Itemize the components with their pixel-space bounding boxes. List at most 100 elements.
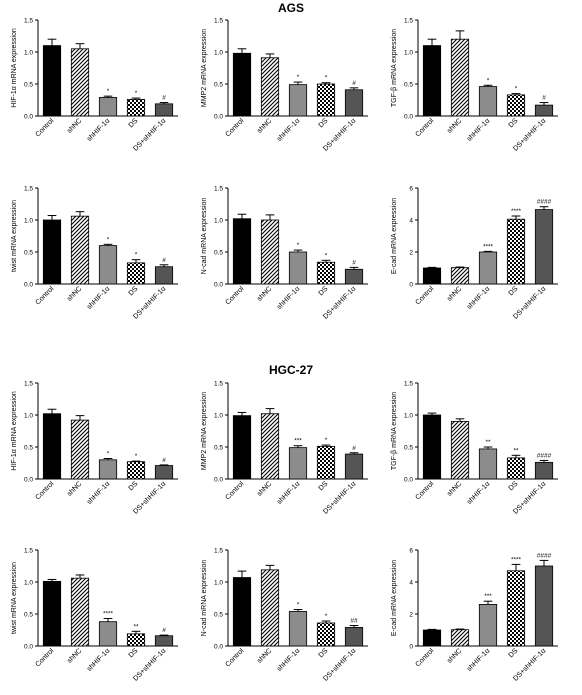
significance-label: # [162,457,166,464]
significance-label: *** [294,438,302,445]
x-category-label: DS [318,117,330,129]
x-category-label: shHIF-1α [86,285,111,310]
bar [42,45,62,117]
x-category-label: DS [508,647,520,659]
bar [344,627,364,647]
y-tick-label: 1.0 [24,412,33,419]
y-tick-label: 1.0 [214,49,223,56]
bar [288,611,308,647]
significance-label: * [135,90,138,97]
significance-label: **** [511,556,522,563]
y-tick-label: 0.0 [404,113,413,120]
section-title-hgc27: HGC-27 [269,363,313,377]
chart-panel-8: 0.0 0.5 1.0 1.5 TGF-β mRNA expression Control… [391,380,558,516]
significance-label: * [515,86,518,93]
bar [450,267,470,285]
y-tick-label: 0 [409,281,413,288]
x-category-label: Control [224,480,245,501]
x-category-label: DS [128,117,140,129]
significance-label: # [352,445,356,452]
x-category-label: shNC [66,480,83,497]
bar [98,97,118,117]
y-axis-label: N-cad mRNA expression [201,560,208,637]
bar [450,38,470,117]
x-category-label: Control [224,117,245,138]
bar [316,261,336,285]
x-category-label: shHIF-1α [466,285,491,310]
bar [42,413,62,480]
chart-panel-3: 0.0 0.5 1.0 1.5 twist mRNA expression Control… [11,185,178,321]
x-category-label: DS [128,480,140,492]
y-tick-label: 6 [409,185,413,192]
bar [506,218,526,285]
y-axis-label: twist mRNA expression [11,562,18,634]
y-tick-label: 1.0 [24,49,33,56]
x-category-label: DS [318,647,330,659]
chart-panel-10: 0.0 0.5 1.0 1.5 N-cad mRNA expression Control… [201,547,368,683]
y-tick-label: 1.0 [24,217,33,224]
x-category-label: shNC [256,117,273,134]
x-category-label: DS [508,480,520,492]
y-tick-label: 0.0 [214,643,223,650]
x-category-label: shHIF-1α [276,117,301,142]
y-tick-label: 0.0 [214,113,223,120]
significance-label: * [325,252,328,259]
bar [506,94,526,117]
significance-label: # [162,627,166,634]
significance-label: * [297,242,300,249]
significance-label: #### [537,552,552,559]
x-category-label: shNC [66,647,83,664]
y-axis-label: E-cad mRNA expression [391,560,398,636]
y-tick-label: 0 [409,643,413,650]
y-tick-label: 0.0 [24,281,33,288]
y-axis-label: MMP2 mRNA expression [201,392,208,470]
y-tick-label: 0.5 [24,444,33,451]
significance-label: * [135,453,138,460]
y-tick-label: 1.0 [24,579,33,586]
significance-label: ** [513,447,519,454]
y-axis-label: twist mRNA expression [11,200,18,272]
bar [98,245,118,285]
bar [344,268,364,285]
bar [42,219,62,285]
x-category-label: DS [508,117,520,129]
x-category-label: shHIF-1α [276,480,301,505]
x-category-label: Control [34,647,55,668]
bar [478,448,498,480]
bar [506,457,526,480]
x-category-label: shHIF-1α [276,647,301,672]
x-category-label: DS [128,647,140,659]
bar [478,604,498,647]
y-tick-label: 0.5 [214,81,223,88]
y-tick-label: 1.5 [214,185,223,192]
bar [534,565,554,647]
y-tick-label: 1.5 [24,185,33,192]
bar [154,465,174,480]
significance-label: * [107,236,110,243]
bar [534,461,554,480]
y-tick-label: 0.0 [404,476,413,483]
x-category-label: shHIF-1α [86,117,111,142]
x-category-label: shHIF-1α [86,647,111,672]
bar [316,83,336,117]
bar [42,580,62,647]
y-tick-label: 0.0 [214,281,223,288]
bar [98,459,118,480]
significance-label: **** [483,243,494,250]
bar [126,262,146,285]
significance-label: # [352,259,356,266]
bar [450,420,470,480]
chart-panel-6: 0.0 0.5 1.0 1.5 HIF-1α mRNA expression Contro… [11,380,178,516]
x-category-label: DS [508,285,520,297]
bar [154,635,174,647]
significance-label: # [352,80,356,87]
y-tick-label: 0.5 [214,249,223,256]
x-category-label: shNC [446,117,463,134]
x-category-label: shHIF-1α [466,647,491,672]
x-category-label: shNC [66,285,83,302]
bar [316,622,336,647]
x-category-label: shHIF-1α [276,285,301,310]
bar [126,461,146,480]
y-tick-label: 1.5 [214,380,223,387]
